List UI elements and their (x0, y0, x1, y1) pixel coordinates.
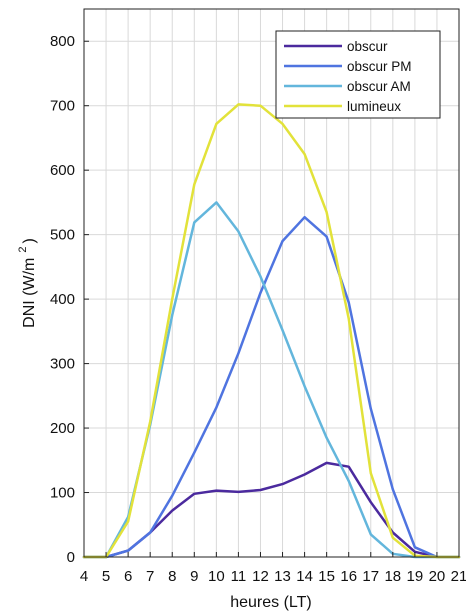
y-tick-label: 100 (50, 485, 75, 502)
x-tick-label: 4 (80, 568, 88, 585)
y-tick-label: 300 (50, 356, 75, 373)
x-tick-label: 11 (231, 568, 247, 585)
x-axis-title: heures (LT) (230, 594, 312, 611)
grid (83, 9, 460, 558)
legend: obscur obscur PM obscur AM lumineux (275, 30, 441, 119)
x-tick-label: 8 (168, 568, 176, 585)
x-tick-label: 14 (296, 568, 313, 585)
x-tick-label: 16 (340, 568, 357, 585)
x-tick-label: 19 (407, 568, 424, 585)
x-tick-label: 17 (362, 568, 379, 585)
y-tick-labels: 0 100 200 300 400 500 600 700 800 (50, 33, 75, 566)
y-axis-title: DNI (W/m 2) (17, 238, 38, 328)
plot-frame (83, 8, 460, 558)
legend-entries: obscur obscur PM obscur AM lumineux (284, 39, 412, 114)
series-line-1 (82, 215, 461, 559)
axis-ticks (83, 40, 460, 558)
y-tick-label: 700 (50, 98, 75, 115)
x-tick-label: 18 (384, 568, 401, 585)
x-tick-label: 9 (190, 568, 198, 585)
y-tick-label: 0 (67, 549, 75, 566)
y-tick-label: 400 (50, 291, 75, 308)
legend-label-0: obscur (347, 39, 388, 54)
y-tick-label: 600 (50, 162, 75, 179)
y-tick-label: 200 (50, 420, 75, 437)
x-tick-label: 12 (252, 568, 269, 585)
y-tick-label: 800 (50, 33, 75, 50)
y-axis-title-superscript: 2 (17, 247, 29, 253)
x-tick-label: 21 (451, 568, 466, 585)
x-tick-label: 5 (102, 568, 110, 585)
y-tick-label: 500 (50, 227, 75, 244)
x-tick-label: 15 (318, 568, 335, 585)
legend-label-2: obscur AM (347, 79, 411, 94)
x-tick-label: 10 (208, 568, 225, 585)
y-axis-title-main: DNI (W/m (21, 258, 38, 328)
series-layer (82, 103, 461, 559)
x-tick-labels: 4 5 6 7 8 9 10 11 12 13 14 15 16 17 18 19 20 21 (80, 568, 466, 585)
x-tick-label: 20 (429, 568, 446, 585)
legend-label-1: obscur PM (347, 59, 412, 74)
y-axis-title-close: ) (21, 238, 38, 243)
x-tick-label: 13 (274, 568, 291, 585)
x-tick-label: 7 (146, 568, 154, 585)
series-line-3 (82, 103, 461, 559)
x-tick-label: 6 (124, 568, 132, 585)
legend-label-3: lumineux (347, 99, 401, 114)
